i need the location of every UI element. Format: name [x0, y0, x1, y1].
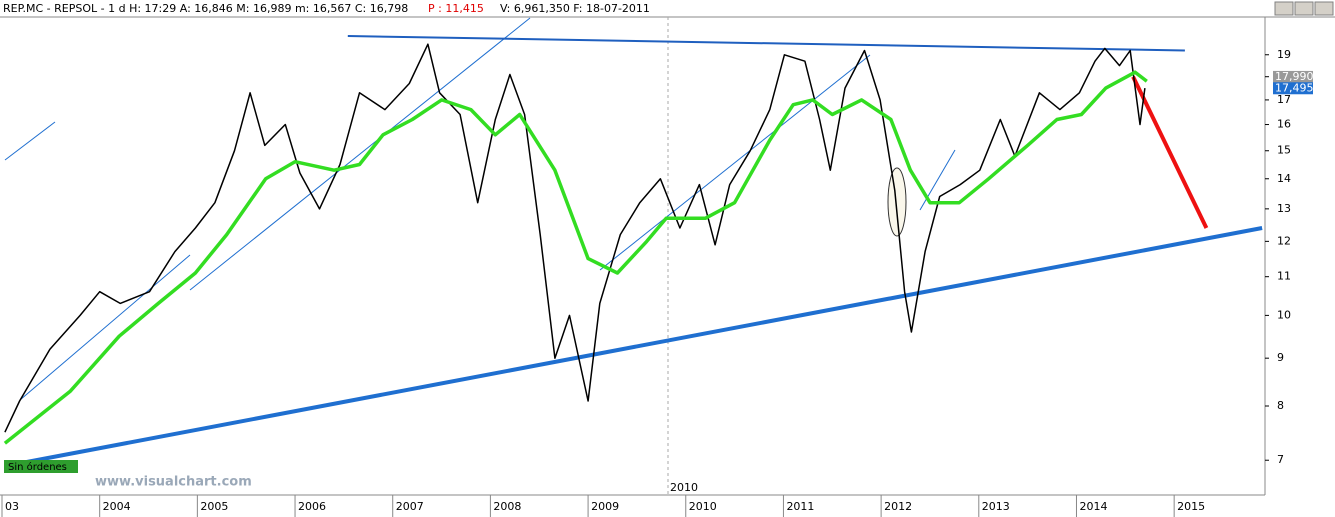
y-tick-label: 16 — [1277, 118, 1291, 131]
price-line — [4, 43, 1146, 433]
x-tick-label: 2006 — [298, 500, 326, 513]
x-tick-label: 2010 — [689, 500, 717, 513]
y-tick-label: 8 — [1277, 399, 1284, 412]
x-tick-label: 2015 — [1177, 500, 1205, 513]
price-label-box — [1273, 82, 1313, 95]
x-tick-label: 2007 — [396, 500, 424, 513]
header-text: REP.MC - REPSOL - 1 d H: 17:29 A: 16,846… — [3, 2, 408, 15]
x-tick-label: 2009 — [591, 500, 619, 513]
x-tick-label: 03 — [5, 500, 19, 513]
trend-line — [4, 226, 1263, 469]
cursor-label: 2010 — [670, 481, 698, 494]
x-tick-label: 2014 — [1079, 500, 1107, 513]
y-tick-label: 11 — [1277, 270, 1291, 283]
x-tick-label: 2005 — [200, 500, 228, 513]
highlight-ellipse — [887, 167, 907, 237]
x-tick-label: 2008 — [493, 500, 521, 513]
y-tick-label: 19 — [1277, 48, 1291, 61]
drawn-line — [4, 121, 56, 161]
trend-line — [347, 35, 1185, 52]
header-volume: V: 6,961,350 F: 18-07-2011 — [500, 2, 650, 15]
status-box — [4, 460, 78, 473]
drawn-line — [599, 54, 871, 271]
y-tick-label: 7 — [1277, 453, 1284, 466]
trend-line — [1131, 75, 1209, 229]
drawn-line — [19, 254, 191, 401]
status-label: Sin órdenes — [8, 461, 67, 473]
drawn-lines — [4, 17, 956, 401]
x-tick-label: 2004 — [103, 500, 131, 513]
y-tick-label: 12 — [1277, 234, 1291, 247]
y-tick-label: 10 — [1277, 308, 1291, 321]
y-tick-label: 14 — [1277, 172, 1291, 185]
window-buttons[interactable] — [1274, 1, 1334, 16]
y-tick-label: 13 — [1277, 202, 1291, 215]
button-maximize[interactable] — [1294, 1, 1314, 16]
price-label: 17,990 — [1275, 70, 1314, 83]
x-tick-label: 2012 — [884, 500, 912, 513]
moving-average — [3, 70, 1148, 445]
button-minimize[interactable] — [1274, 1, 1294, 16]
drawn-line — [189, 17, 531, 291]
header-bar — [0, 0, 1335, 17]
price-label: 17,495 — [1275, 81, 1314, 94]
price-label-box — [1273, 70, 1313, 83]
button-close[interactable] — [1314, 1, 1334, 16]
x-tick-label: 2011 — [786, 500, 814, 513]
x-tick-label: 2013 — [982, 500, 1010, 513]
header-price: P : 11,415 — [428, 2, 484, 15]
y-tick-label: 15 — [1277, 144, 1291, 157]
y-tick-label: 17 — [1277, 93, 1291, 106]
watermark: www.visualchart.com — [95, 475, 252, 490]
drawn-line — [919, 149, 956, 211]
plot-area — [3, 35, 1263, 469]
y-tick-label: 9 — [1277, 351, 1284, 364]
